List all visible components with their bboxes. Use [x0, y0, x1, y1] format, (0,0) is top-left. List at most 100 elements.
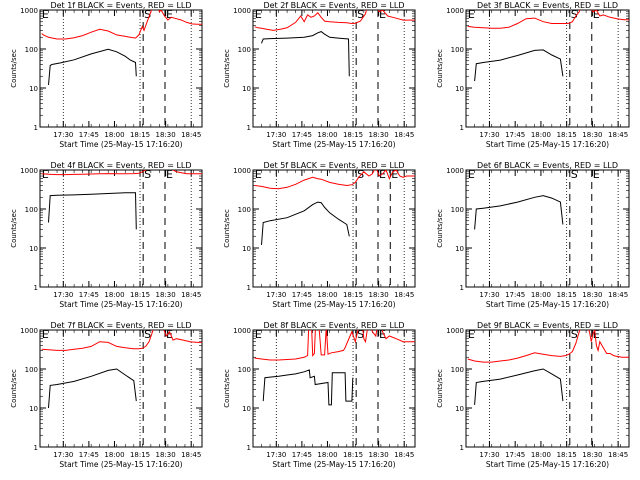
y-tick-label: 1: [34, 124, 38, 132]
x-tick-label: 18:30: [582, 131, 602, 139]
y-tick-label: 10: [455, 405, 464, 413]
x-tick-label: 18:30: [369, 451, 389, 459]
x-tick-label: 18:30: [156, 131, 176, 139]
x-tick-label: 17:45: [505, 451, 525, 459]
y-tick-label: 10: [29, 85, 38, 93]
plot-frame: [465, 9, 630, 128]
x-tick-label: 17:30: [53, 451, 73, 459]
x-tick-label: 18:30: [156, 291, 176, 299]
x-tick-label: 18:45: [181, 451, 201, 459]
x-tick-label: 17:45: [292, 291, 312, 299]
panel-title: Det 7f BLACK = Events, RED = LLD: [50, 321, 191, 330]
panel-title: Det 6f BLACK = Events, RED = LLD: [477, 161, 618, 170]
x-tick-label: 18:15: [343, 131, 363, 139]
x-axis-label: Start Time (25-May-15 17:16:20): [272, 300, 395, 309]
x-tick-label: 17:45: [79, 131, 99, 139]
y-tick-label: 1: [247, 284, 251, 292]
detector-panel-1: Det 1f BLACK = Events, RED = LLD 1 10 100 10…: [10, 1, 203, 149]
y-tick-label: 10: [455, 245, 464, 253]
panel-title: Det 1f BLACK = Events, RED = LLD: [50, 1, 191, 10]
y-tick-label: 10: [242, 85, 251, 93]
events-series-line: [48, 48, 137, 85]
x-tick-label: 17:30: [479, 131, 499, 139]
x-axis-label: Start Time (25-May-15 17:16:20): [59, 460, 182, 469]
y-tick-label: 100: [25, 206, 38, 214]
x-tick-label: 18:45: [608, 131, 628, 139]
event-marker-label: S: [144, 8, 151, 21]
event-marker-label: E: [379, 328, 386, 341]
plot-frame: [252, 329, 416, 448]
y-tick-label: 1000: [446, 167, 464, 175]
events-series-line: [474, 49, 564, 82]
event-marker-label: E: [593, 8, 600, 21]
x-tick-label: 18:45: [608, 451, 628, 459]
x-tick-label: 18:45: [181, 291, 201, 299]
events-series-line: [48, 368, 137, 409]
x-axis-label: Start Time (25-May-15 17:16:20): [486, 300, 609, 309]
plot-frame: [252, 9, 416, 128]
y-tick-label: 1: [460, 444, 464, 452]
y-axis-label: Counts/sec: [223, 209, 231, 248]
y-tick-label: 1000: [233, 327, 251, 335]
lld-series-line: [254, 330, 415, 361]
y-tick-label: 1000: [20, 7, 38, 15]
event-marker-label: S: [144, 168, 151, 181]
event-marker-label: E: [379, 168, 386, 181]
event-marker-label: E: [593, 328, 600, 341]
detector-panel-4: Det 4f BLACK = Events, RED = LLD 1 10 100 10…: [10, 161, 203, 309]
event-marker-label: S: [357, 328, 364, 341]
events-series-line: [474, 195, 564, 230]
panel-title: Det 4f BLACK = Events, RED = LLD: [50, 161, 191, 170]
x-tick-label: 17:30: [53, 131, 73, 139]
x-tick-label: 18:30: [369, 131, 389, 139]
y-tick-label: 100: [451, 46, 464, 54]
event-marker-label: E: [593, 168, 600, 181]
x-tick-label: 17:30: [266, 291, 286, 299]
lld-series-line: [41, 170, 202, 176]
event-marker-label: E: [166, 168, 173, 181]
detector-panel-9: Det 9f BLACK = Events, RED = LLD 1 10 100 10…: [436, 321, 630, 469]
detector-panel-5: Det 5f BLACK = Events, RED = LLD 1 10 100 10…: [223, 161, 416, 309]
x-tick-label: 18:00: [531, 131, 551, 139]
event-marker-label: S: [571, 328, 578, 341]
plot-frame: [252, 169, 416, 288]
events-series-line: [261, 201, 350, 245]
x-tick-label: 18:15: [557, 451, 577, 459]
event-marker-label: S: [571, 168, 578, 181]
event-marker-label: E: [42, 8, 49, 21]
x-tick-label: 17:30: [53, 291, 73, 299]
event-marker-label: E: [255, 8, 262, 21]
event-marker-label: S: [571, 8, 578, 21]
detector-panel-2: Det 2f BLACK = Events, RED = LLD 1 10 100 10…: [223, 1, 416, 149]
event-marker-label: E: [391, 168, 398, 181]
x-tick-label: 17:45: [79, 291, 99, 299]
y-axis-label: Counts/sec: [223, 49, 231, 88]
panel-title: Det 8f BLACK = Events, RED = LLD: [263, 321, 404, 330]
y-tick-label: 10: [29, 245, 38, 253]
plot-frame: [465, 169, 630, 288]
y-axis-label: Counts/sec: [436, 49, 444, 88]
event-marker-label: E: [166, 328, 173, 341]
y-tick-label: 1000: [233, 7, 251, 15]
lld-series-line: [41, 10, 202, 40]
x-tick-label: 17:45: [292, 131, 312, 139]
y-axis-label: Counts/sec: [436, 369, 444, 408]
x-tick-label: 17:30: [479, 291, 499, 299]
y-tick-label: 1: [247, 444, 251, 452]
x-tick-label: 18:30: [369, 291, 389, 299]
y-tick-label: 1000: [20, 167, 38, 175]
lld-series-line: [467, 330, 629, 363]
y-tick-label: 100: [25, 366, 38, 374]
y-tick-label: 1000: [20, 327, 38, 335]
x-axis-label: Start Time (25-May-15 17:16:20): [59, 140, 182, 149]
x-tick-label: 17:30: [266, 451, 286, 459]
y-tick-label: 1: [247, 124, 251, 132]
panel-title: Det 2f BLACK = Events, RED = LLD: [263, 1, 404, 10]
x-tick-label: 17:30: [479, 451, 499, 459]
detector-panel-6: Det 6f BLACK = Events, RED = LLD 1 10 100 10…: [436, 161, 630, 309]
y-tick-label: 100: [451, 206, 464, 214]
x-tick-label: 18:00: [317, 131, 337, 139]
y-tick-label: 1000: [446, 327, 464, 335]
event-marker-label: E: [166, 8, 173, 21]
